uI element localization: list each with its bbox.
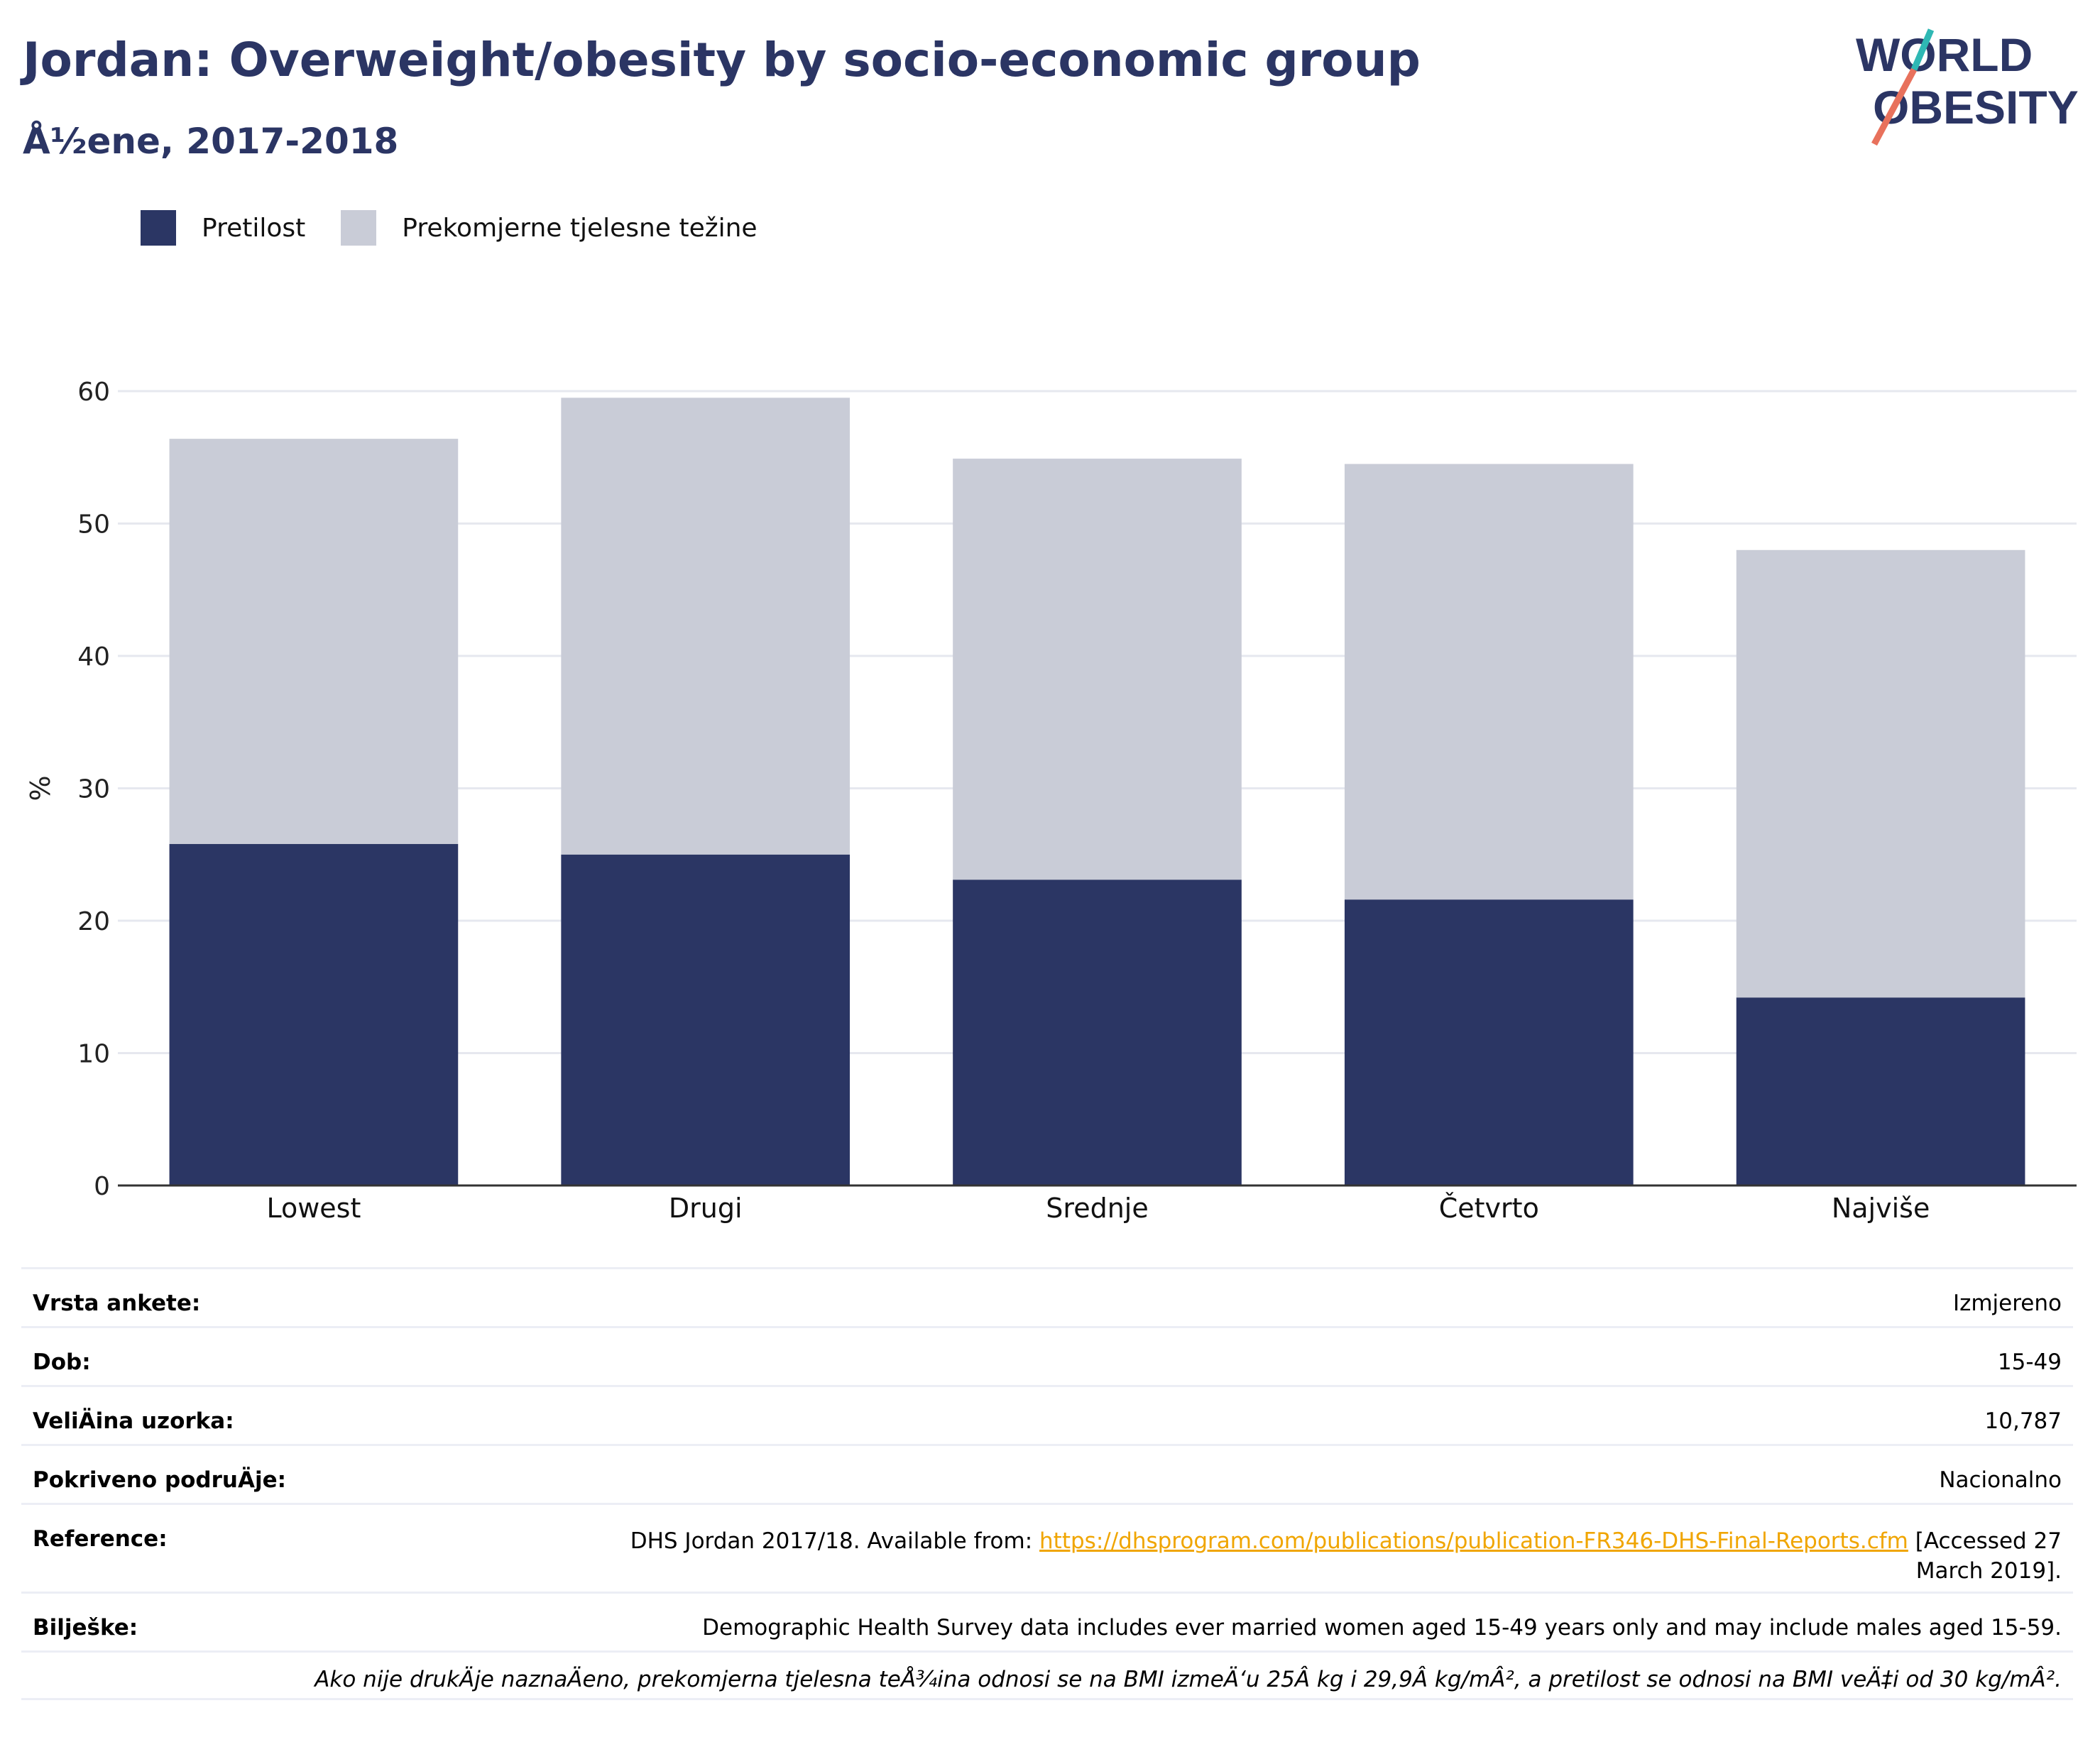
y-tick-label: 0 [94, 1172, 110, 1201]
x-tick-label: Srednje [1046, 1193, 1148, 1224]
y-axis-label: % [25, 775, 56, 801]
bar-overweight [561, 398, 850, 854]
meta-row-coverage: Pokriveno podruÄ je: Nacionalno [21, 1444, 2073, 1503]
meta-row-notes: Bilješke: Demographic Health Survey data… [21, 1592, 2073, 1650]
meta-value: Demographic Health Survey data includes … [702, 1615, 2062, 1641]
reference-suffix: [Accessed 27 March 2019]. [1908, 1528, 2062, 1584]
y-tick-label: 20 [77, 907, 110, 936]
legend-item-obesity[interactable]: Pretilost [141, 210, 305, 246]
bar-overweight [170, 439, 459, 844]
bar-chart: 0 10 20 30 40 50 60% Lowest Drugi Srednje Četvrto N… [0, 341, 2100, 1235]
legend-swatch-overweight [341, 210, 376, 246]
chart-subtitle: Å½ene, 2017-2018 [23, 121, 398, 162]
meta-row-reference: Reference: DHS Jordan 2017/18. Available… [21, 1503, 2073, 1592]
x-tick-label: Četvrto [1439, 1193, 1539, 1224]
y-tick-label: 30 [77, 775, 110, 804]
y-tick-label: 60 [77, 378, 110, 407]
bar-obesity [1345, 899, 1634, 1185]
bar-obesity [170, 844, 459, 1185]
chart-legend: Pretilost Prekomjerne tjelesne težine [141, 210, 793, 246]
meta-label: Reference: [33, 1526, 168, 1552]
meta-value: Izmjereno [1953, 1291, 2062, 1316]
bar-overweight [1737, 550, 2025, 997]
meta-label: VeliÄ ina uzorka: [33, 1408, 234, 1434]
meta-value: 15-49 [1998, 1349, 2062, 1375]
y-tick-label: 10 [77, 1040, 110, 1069]
x-tick-label: Najviše [1832, 1193, 1930, 1224]
meta-value: DHS Jordan 2017/18. Available from: http… [557, 1526, 2062, 1586]
meta-label: Vrsta ankete: [33, 1291, 200, 1316]
legend-item-overweight[interactable]: Prekomjerne tjelesne težine [341, 210, 757, 246]
legend-label-overweight: Prekomjerne tjelesne težine [402, 214, 757, 243]
meta-label: Bilješke: [33, 1615, 138, 1641]
x-tick-label: Drugi [669, 1193, 743, 1224]
bar-obesity [953, 880, 1242, 1185]
definition-footnote: Ako nije drukÄ je naznaÄ eno, prekomjern… [21, 1650, 2073, 1700]
meta-label: Pokriveno podruÄ je: [33, 1467, 286, 1493]
meta-label: Dob: [33, 1349, 91, 1375]
world-obesity-logo: WORLD OBESITY [1846, 20, 2080, 148]
meta-row-sample-size: VeliÄ ina uzorka: 10,787 [21, 1385, 2073, 1444]
bar-overweight [1345, 464, 1634, 900]
survey-metadata-table: Vrsta ankete: Izmjereno Dob: 15-49 VeliÄ… [21, 1267, 2073, 1700]
y-tick-label: 40 [77, 642, 110, 672]
svg-text:WORLD: WORLD [1856, 28, 2033, 81]
chart-title: Jordan: Overweight/obesity by socio-econ… [23, 33, 1421, 87]
bar-overweight [953, 459, 1242, 880]
meta-row-age: Dob: 15-49 [21, 1326, 2073, 1385]
meta-value: 10,787 [1985, 1408, 2062, 1434]
bar-obesity [1737, 997, 2025, 1185]
legend-label-obesity: Pretilost [202, 214, 305, 243]
x-tick-label: Lowest [266, 1193, 361, 1224]
meta-row-survey-type: Vrsta ankete: Izmjereno [21, 1267, 2073, 1326]
y-tick-label: 50 [77, 510, 110, 540]
legend-swatch-obesity [141, 210, 176, 246]
reference-link[interactable]: https://dhsprogram.com/publications/publ… [1039, 1528, 1908, 1554]
meta-value: Nacionalno [1939, 1467, 2062, 1493]
bar-obesity [561, 855, 850, 1185]
reference-prefix: DHS Jordan 2017/18. Available from: [630, 1528, 1039, 1554]
